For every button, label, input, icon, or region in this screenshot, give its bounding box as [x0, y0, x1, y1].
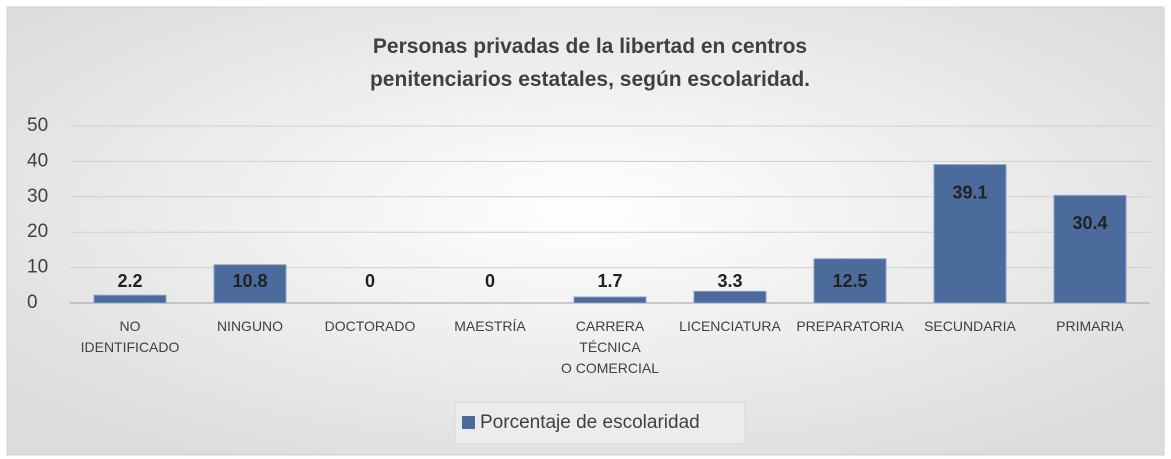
data-label: 2.2 [117, 271, 142, 291]
bar [573, 296, 647, 304]
x-tick-label: SECUNDARIA [924, 318, 1016, 334]
bar [1053, 194, 1127, 304]
data-label: 1.7 [597, 271, 622, 291]
legend-swatch [462, 416, 475, 429]
bar [693, 290, 767, 304]
x-tick-label: LICENCIATURA [679, 318, 781, 334]
legend-box [454, 401, 746, 445]
x-tick-label: NINGUNO [217, 318, 283, 334]
data-label: 0 [485, 271, 495, 291]
data-label: 30.4 [1072, 213, 1107, 233]
data-label: 39.1 [952, 182, 987, 202]
x-tick-label: PRIMARIA [1056, 318, 1124, 334]
bar [813, 258, 887, 304]
x-tick-label: NO IDENTIFICADO [81, 318, 180, 355]
bar [93, 294, 167, 304]
x-tick-label: DOCTORADO [325, 318, 416, 334]
y-tick-label: 50 [27, 115, 48, 136]
y-tick-label: 40 [27, 150, 48, 171]
y-tick-label: 0 [27, 292, 38, 313]
y-tick-label: 10 [27, 257, 48, 278]
data-label: 3.3 [717, 271, 742, 291]
bar [933, 164, 1007, 304]
y-tick-label: 20 [27, 221, 48, 242]
data-label: 10.8 [232, 271, 267, 291]
data-label: 0 [365, 271, 375, 291]
x-tick-label: CARRERA TÉCNICA O COMERCIAL [561, 318, 659, 376]
y-tick-label: 30 [27, 186, 48, 207]
legend-label: Porcentaje de escolaridad [480, 412, 700, 433]
x-tick-label: PREPARATORIA [796, 318, 904, 334]
data-label: 12.5 [832, 271, 867, 291]
bar [213, 264, 287, 304]
chart-title: Personas privadas de la libertad en cent… [370, 35, 810, 91]
x-tick-label: MAESTRÍA [454, 318, 526, 334]
